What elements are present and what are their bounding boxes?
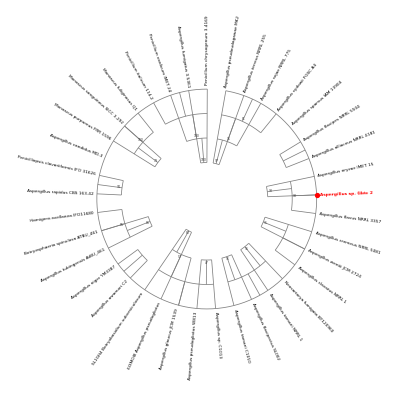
Text: Aspergillus candidus MD-3: Aspergillus candidus MD-3 xyxy=(48,133,102,158)
Text: Aspergillus sojae NRRL 775: Aspergillus sojae NRRL 775 xyxy=(261,49,293,101)
Text: 6I3MOI8 Aspergillus pseudogliotus: 6I3MOI8 Aspergillus pseudogliotus xyxy=(127,301,161,370)
Text: SL1GH4 Botryobasidium subvesiculosum: SL1GH4 Botryobasidium subvesiculosum xyxy=(92,292,144,366)
Text: Aspergillus niger YM3387: Aspergillus niger YM3387 xyxy=(70,265,116,300)
Text: Aspergillus flavipes NRRL 5504: Aspergillus flavipes NRRL 5504 xyxy=(303,104,361,142)
Text: Aspergillus tamarii NRRL 1: Aspergillus tamarii NRRL 1 xyxy=(268,292,303,341)
Text: 98: 98 xyxy=(268,189,272,193)
Text: Hamigera avellanea IFO11680: Hamigera avellanea IFO11680 xyxy=(30,211,94,223)
Text: Aspergillus wentii JCM 2724: Aspergillus wentii JCM 2724 xyxy=(307,249,361,279)
Text: 100: 100 xyxy=(193,134,199,138)
Text: Aspergillus awamori C2: Aspergillus awamori C2 xyxy=(92,279,129,318)
Text: Aspergillus sparsus IAM 13904: Aspergillus sparsus IAM 13904 xyxy=(291,80,343,126)
Text: 81: 81 xyxy=(242,117,246,120)
Text: Aspergillus flavus NRRL 3357: Aspergillus flavus NRRL 3357 xyxy=(319,212,381,224)
Text: Neosartorya fumigata BY120960: Neosartorya fumigata BY120960 xyxy=(284,280,334,333)
Text: Monascus purpureus FRR 1596: Monascus purpureus FRR 1596 xyxy=(53,102,112,141)
Text: 47: 47 xyxy=(204,261,208,265)
Text: 100: 100 xyxy=(201,158,206,162)
Text: 98: 98 xyxy=(293,194,297,198)
Text: 91: 91 xyxy=(226,258,230,261)
Text: 94: 94 xyxy=(117,185,121,189)
Text: Aspergillus sp. C1013: Aspergillus sp. C1013 xyxy=(214,312,222,358)
Text: Aspergillus pseudogliotus W813: Aspergillus pseudogliotus W813 xyxy=(188,312,198,380)
Text: Penicilliopsis clavariiformis IFO 31626: Penicilliopsis clavariiformis IFO 31626 xyxy=(18,155,96,177)
Text: 91: 91 xyxy=(264,221,268,225)
Text: Monascus fuliginosus Q1: Monascus fuliginosus Q1 xyxy=(101,68,137,112)
Text: Penicillium oxalicum IMET 24: Penicillium oxalicum IMET 24 xyxy=(147,33,171,92)
Text: 79: 79 xyxy=(154,159,157,163)
Text: 95: 95 xyxy=(245,247,249,251)
Text: 91: 91 xyxy=(226,137,230,141)
Text: Aspergillus pseudoudagawae MK2: Aspergillus pseudoudagawae MK2 xyxy=(224,15,241,88)
Text: Aspergillus sydowii FGSC A4: Aspergillus sydowii FGSC A4 xyxy=(277,63,318,112)
Text: 100: 100 xyxy=(138,138,144,142)
Text: Monascus sanguineus SICC 3.292: Monascus sanguineus SICC 3.292 xyxy=(67,74,123,125)
Text: Aspergillus terreus NRRL 255: Aspergillus terreus NRRL 255 xyxy=(243,33,268,93)
Text: Penicillium chrysogenum 3.4169: Penicillium chrysogenum 3.4169 xyxy=(205,16,210,85)
Text: Aspergillus oryzae IMET 15: Aspergillus oryzae IMET 15 xyxy=(318,162,374,178)
Text: 57: 57 xyxy=(178,255,182,259)
Text: 80: 80 xyxy=(185,231,189,235)
Text: Aspergillus clavatus NRRL 1: Aspergillus clavatus NRRL 1 xyxy=(296,265,346,304)
Text: 56: 56 xyxy=(120,222,124,227)
Text: Aspergillus tamarii C1010: Aspergillus tamarii C1010 xyxy=(233,308,250,363)
Text: Aspergillus tubingensis AtBU_461: Aspergillus tubingensis AtBU_461 xyxy=(40,248,106,283)
Text: Penicillium italicum 114-2: Penicillium italicum 114-2 xyxy=(124,51,154,101)
Text: Botryosphaeria spinulosa ATBU_461: Botryosphaeria spinulosa ATBU_461 xyxy=(24,230,99,256)
Text: Aspergillus alliaceus NRRL 4181: Aspergillus alliaceus NRRL 4181 xyxy=(312,130,376,159)
Text: Aspergillus flavipectus SL002: Aspergillus flavipectus SL002 xyxy=(251,302,280,360)
Text: Aspergillus glaucus JCM 1539: Aspergillus glaucus JCM 1539 xyxy=(160,308,180,370)
Text: Aspergillus cremeus NRRL 5081: Aspergillus cremeus NRRL 5081 xyxy=(314,231,380,255)
Text: 86: 86 xyxy=(145,221,149,225)
Text: 97: 97 xyxy=(215,159,219,163)
Text: Aspergillus rapidus CBS 163.42: Aspergillus rapidus CBS 163.42 xyxy=(26,188,94,196)
Text: Aspergillus sp. Gbtc 2: Aspergillus sp. Gbtc 2 xyxy=(320,191,373,197)
Text: Aspergillus fumigatus 3.5361: Aspergillus fumigatus 3.5361 xyxy=(176,25,190,87)
